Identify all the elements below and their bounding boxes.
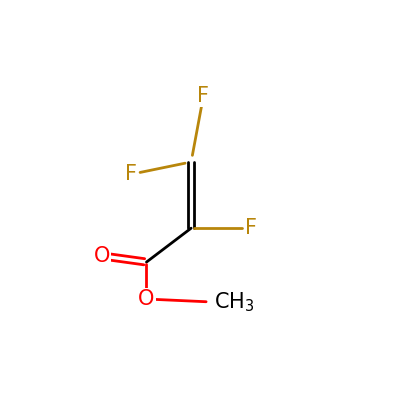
Text: O: O xyxy=(94,246,110,266)
Text: CH$_3$: CH$_3$ xyxy=(214,290,255,314)
Text: O: O xyxy=(138,289,155,309)
Text: F: F xyxy=(198,86,210,106)
Text: F: F xyxy=(245,218,257,238)
Text: F: F xyxy=(125,164,137,184)
